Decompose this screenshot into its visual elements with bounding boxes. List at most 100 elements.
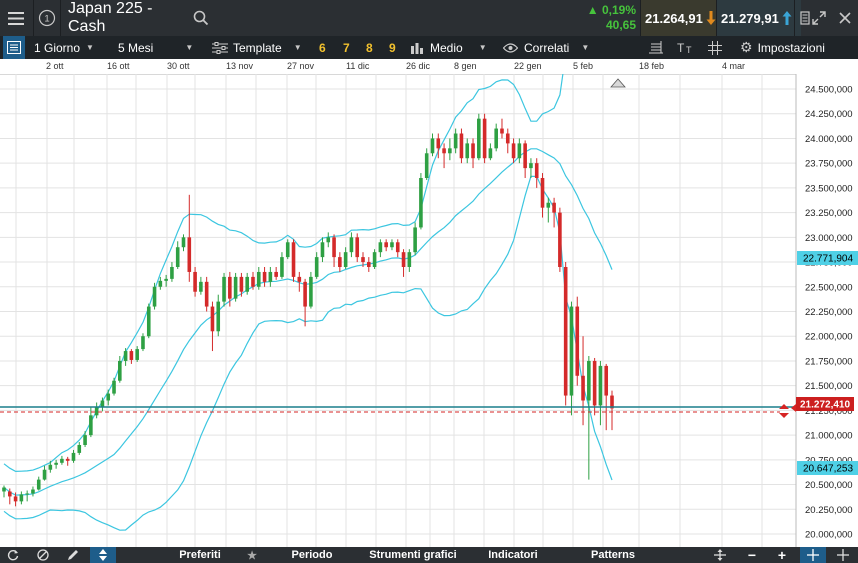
sort-icon[interactable] — [90, 547, 116, 563]
pencil-icon[interactable] — [60, 547, 86, 563]
chevron-down-icon: ▼ — [86, 43, 94, 52]
candle-body — [505, 133, 510, 144]
drawing-panel-icon[interactable] — [649, 36, 663, 59]
candle-body — [367, 262, 371, 267]
correlated-label: Correlati — [524, 40, 570, 55]
favorites-button[interactable]: Preferiti — [179, 549, 221, 561]
candle-body — [592, 360, 597, 406]
cancel-icon[interactable] — [30, 547, 56, 563]
preset-7-button[interactable]: 7 — [343, 40, 350, 55]
candle-body — [442, 148, 446, 154]
zoom-out-icon[interactable]: − — [747, 547, 757, 563]
candle-body — [60, 458, 64, 463]
candle-body — [36, 479, 41, 490]
candle-body — [65, 458, 70, 461]
period-button[interactable]: Periodo — [291, 549, 333, 561]
bid-price: 21.264,91 — [645, 10, 703, 26]
range-dropdown[interactable]: 5 Mesi ▼ — [118, 36, 193, 59]
date-label: 4 mar — [722, 61, 746, 71]
candle-body — [216, 301, 221, 332]
candle-body — [228, 276, 232, 299]
candle-body — [268, 271, 273, 282]
lower-band-line — [3, 175, 613, 531]
candle-body — [471, 143, 475, 159]
search-icon[interactable] — [190, 0, 212, 36]
gear-icon: ⚙ — [740, 39, 753, 55]
price-axis: 24.500,000 24.250,000 24.000,000 23.750,000… — [795, 74, 858, 547]
close-icon[interactable] — [834, 0, 856, 36]
crosshair-icon[interactable] — [800, 547, 826, 563]
bid-price-box[interactable]: 21.264,91 — [641, 0, 723, 36]
candle-body — [587, 360, 591, 401]
chevron-down-icon: ▼ — [478, 43, 487, 52]
patterns-button[interactable]: Patterns — [590, 549, 636, 561]
price-tick-label: 23.000,000 — [805, 233, 853, 244]
candle-body — [372, 252, 377, 267]
price-tick-label: 20.250,000 — [805, 505, 853, 516]
candle-body — [424, 153, 429, 178]
interval-dropdown[interactable]: 1 Giorno ▼ — [34, 36, 94, 59]
price-tick-label: 21.250,000 — [805, 406, 853, 417]
refresh-icon[interactable] — [0, 547, 26, 563]
candle-body — [343, 252, 348, 267]
drawing-tools-button[interactable]: Strumenti grafici — [369, 549, 457, 561]
date-label: 16 ott — [107, 61, 130, 71]
price-tick-label: 24.250,000 — [805, 109, 853, 120]
candle-body — [181, 237, 186, 248]
candle-body — [453, 133, 458, 149]
price-tick-label: 22.000,000 — [805, 332, 853, 343]
chart-type-icon[interactable] — [3, 36, 25, 59]
price-tick-label: 23.500,000 — [805, 183, 853, 194]
price-chart[interactable]: 24.500,000 24.250,000 24.000,000 23.750,000… — [0, 74, 858, 547]
candle-body — [25, 493, 29, 495]
svg-text:1: 1 — [44, 14, 49, 25]
chart-grid — [0, 74, 796, 547]
preset-6-button[interactable]: 6 — [319, 40, 326, 55]
preset-8-button[interactable]: 8 — [366, 40, 373, 55]
date-axis: 2 ott 16 ott 30 ott 13 nov 27 nov 11 dic… — [0, 59, 858, 75]
date-label: 5 feb — [573, 61, 594, 71]
correlated-dropdown[interactable]: Correlati ▼ — [503, 36, 589, 59]
upper-band-tag: 22.771,904 — [797, 251, 858, 265]
candle-body — [459, 133, 464, 159]
detach-icon[interactable] — [795, 0, 815, 36]
candle-body — [239, 276, 244, 292]
star-icon[interactable]: ★ — [247, 549, 257, 562]
candle-body — [100, 400, 105, 408]
candle-body — [529, 163, 533, 169]
instrument-title[interactable]: Japan 225 - Cash — [68, 0, 153, 35]
template-dropdown[interactable]: Template ▼ — [212, 36, 302, 59]
expand-icon[interactable] — [808, 0, 830, 36]
change-percent: ▲ 0,19% — [586, 3, 636, 17]
chevron-down-icon: ▼ — [185, 43, 194, 52]
grid-icon[interactable] — [708, 36, 722, 59]
up-arrow-icon — [782, 11, 792, 25]
candle-body — [118, 360, 122, 381]
candle-body — [384, 242, 388, 248]
candle-body — [558, 212, 562, 267]
candle-body — [349, 237, 354, 253]
candle-body — [199, 281, 203, 292]
ask-price-box[interactable]: 21.279,91 — [717, 0, 801, 36]
candle-body — [233, 276, 238, 299]
indicators-button[interactable]: Indicatori — [488, 549, 538, 561]
hamburger-icon[interactable] — [0, 0, 32, 36]
candle-body — [129, 351, 134, 360]
add-chart-icon[interactable] — [830, 547, 856, 563]
settings-dropdown[interactable]: ⚙ Impostazioni — [740, 36, 825, 59]
bollinger-bands — [3, 74, 613, 531]
candle-body — [262, 271, 267, 282]
indicator-dropdown[interactable]: Medio ▼ — [410, 36, 487, 59]
current-price-value: 21.272,410 — [800, 400, 850, 411]
candle-body — [355, 237, 360, 258]
date-label: 26 dic — [406, 61, 431, 71]
preset-9-button[interactable]: 9 — [389, 40, 396, 55]
move-icon[interactable] — [708, 547, 732, 563]
zoom-in-icon[interactable]: + — [777, 547, 787, 563]
chart-toolbar: 1 Giorno ▼ 5 Mesi ▼ Template ▼ 6 7 8 9 Medi… — [0, 36, 858, 59]
lower-band-value: 20.647,253 — [803, 464, 853, 475]
candle-body — [210, 306, 215, 332]
candles — [2, 113, 614, 507]
info-circle-icon[interactable]: 1 — [34, 0, 60, 36]
